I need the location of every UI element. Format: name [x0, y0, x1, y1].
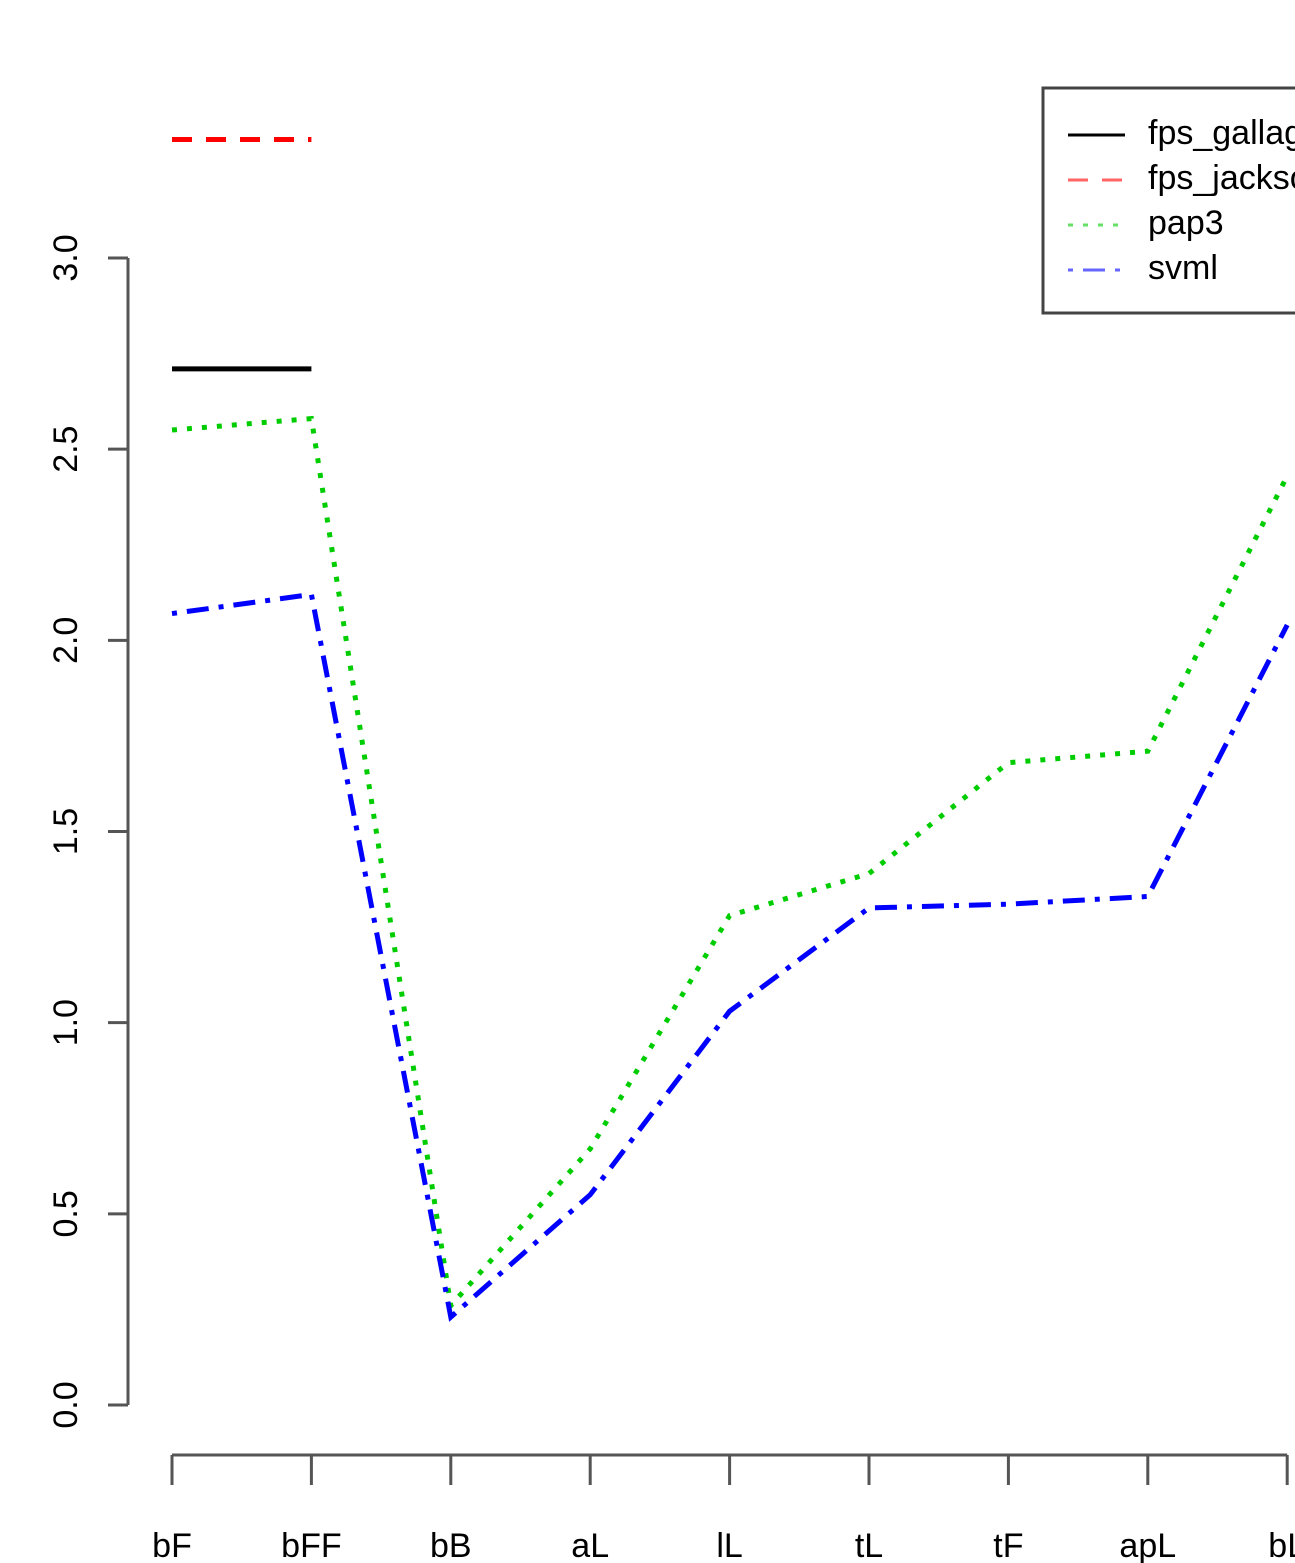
legend-label: fps_gallagher: [1148, 114, 1295, 152]
y-tick-label: 3.0: [47, 234, 85, 281]
x-tick-label: lL: [716, 1527, 742, 1563]
x-tick-label: tF: [993, 1527, 1023, 1563]
y-tick-label: 0.0: [47, 1381, 85, 1428]
y-tick-label: 1.0: [47, 999, 85, 1046]
legend-box: [1041, 86, 1295, 315]
x-tick-label: bFF: [281, 1527, 341, 1563]
y-tick-label: 2.0: [47, 617, 85, 664]
x-tick-label: aL: [571, 1527, 609, 1563]
y-tick-label: 2.5: [47, 426, 85, 473]
series-line: [171, 415, 1290, 1312]
legend-label: svml: [1148, 249, 1218, 287]
y-tick-label: 0.5: [47, 1190, 85, 1237]
x-tick-label: tL: [855, 1527, 883, 1563]
legend-label: pap3: [1148, 204, 1224, 242]
x-tick-label: apL: [1119, 1527, 1176, 1563]
x-tick-label: bB: [430, 1527, 472, 1563]
legend-label: fps_jackson: [1148, 159, 1295, 197]
series-line: [171, 591, 1290, 1322]
x-tick-label: bL: [1268, 1527, 1295, 1563]
x-tick-label: bF: [152, 1527, 192, 1563]
y-tick-label: 1.5: [47, 808, 85, 855]
